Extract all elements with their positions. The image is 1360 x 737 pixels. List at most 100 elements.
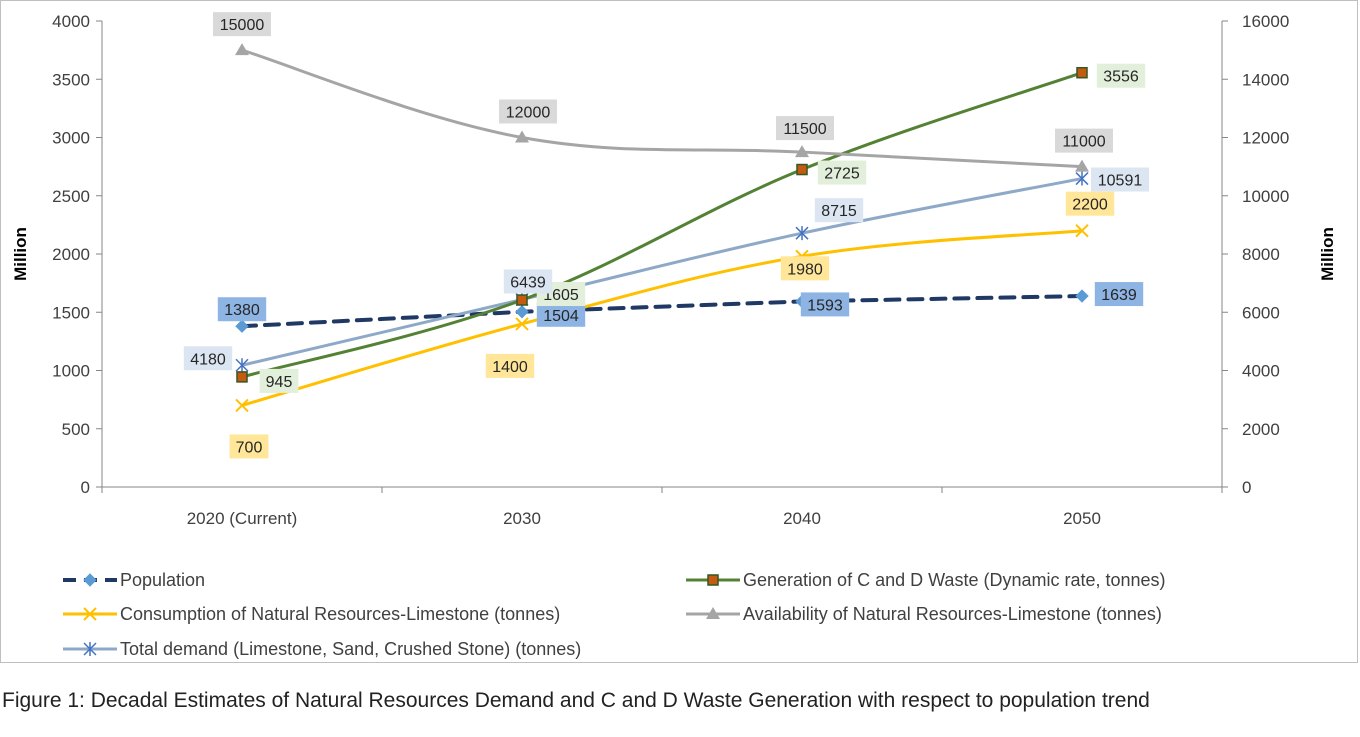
y-tick-label-right: 12000 xyxy=(1242,129,1289,148)
data-label-total-demand: 10591 xyxy=(1091,167,1149,192)
data-label-limestone-consumption: 1400 xyxy=(485,353,535,378)
svg-text:10591: 10591 xyxy=(1098,173,1143,190)
y-tick-label-left: 1500 xyxy=(52,303,90,322)
y-axis-title-left: Million xyxy=(11,227,30,281)
legend-item-cd-waste: Generation of C and D Waste (Dynamic rat… xyxy=(686,570,1166,590)
data-label-limestone-availability: 12000 xyxy=(499,99,557,124)
svg-text:12000: 12000 xyxy=(506,105,551,122)
y-tick-label-left: 4000 xyxy=(52,12,90,31)
y-tick-label-right: 16000 xyxy=(1242,12,1289,31)
svg-text:6439: 6439 xyxy=(510,274,546,291)
x-tick-label: 2040 xyxy=(783,509,821,528)
y-tick-label-right: 0 xyxy=(1242,478,1251,497)
svg-text:945: 945 xyxy=(266,374,293,391)
data-label-population: 1639 xyxy=(1094,282,1144,307)
svg-text:1504: 1504 xyxy=(543,308,579,325)
data-label-total-demand: 6439 xyxy=(503,269,553,294)
svg-text:2725: 2725 xyxy=(824,166,860,183)
y-tick-label-left: 1000 xyxy=(52,362,90,381)
svg-text:1980: 1980 xyxy=(787,261,823,278)
data-point-limestone-availability xyxy=(795,145,809,158)
data-point-total-demand xyxy=(795,226,809,241)
svg-text:Total demand (Limestone, Sand,: Total demand (Limestone, Sand, Crushed S… xyxy=(120,639,581,659)
y-tick-label-right: 8000 xyxy=(1242,245,1280,264)
series-line-limestone-availability xyxy=(241,48,1083,169)
chart-frame: 0 500 1000 1500 2000 2500 3000 3500 4000 0 2000 400… xyxy=(0,0,1358,663)
data-label-population: 1380 xyxy=(217,297,267,322)
y-tick-label-left: 2000 xyxy=(52,245,90,264)
y-tick-label-right: 2000 xyxy=(1242,420,1280,439)
legend-item-limestone-availability: Availability of Natural Resources-Limest… xyxy=(686,604,1162,624)
y-tick-label-right: 14000 xyxy=(1242,70,1289,89)
data-label-limestone-consumption: 700 xyxy=(229,434,269,459)
svg-text:3556: 3556 xyxy=(1103,69,1139,86)
svg-text:Availability of Natural Resour: Availability of Natural Resources-Limest… xyxy=(743,604,1162,624)
svg-text:4180: 4180 xyxy=(190,351,226,368)
data-point-limestone-consumption xyxy=(235,398,249,413)
data-label-limestone-consumption: 1980 xyxy=(780,256,830,281)
y-tick-label-right: 10000 xyxy=(1242,187,1289,206)
data-label-total-demand: 8715 xyxy=(814,198,864,223)
data-point-population xyxy=(515,305,529,319)
data-label-cd-waste: 945 xyxy=(259,368,299,393)
data-point-limestone-consumption xyxy=(1075,223,1089,238)
y-tick-label-left: 2500 xyxy=(52,187,90,206)
data-label-cd-waste: 2725 xyxy=(817,160,867,185)
figure-caption: Figure 1: Decadal Estimates of Natural R… xyxy=(2,689,1150,712)
svg-text:15000: 15000 xyxy=(220,17,265,34)
data-label-cd-waste: 1605 xyxy=(536,282,586,307)
series-line-cd-waste xyxy=(241,71,1083,379)
svg-text:1400: 1400 xyxy=(492,359,528,376)
series-line-limestone-consumption xyxy=(241,229,1083,407)
data-point-limestone-consumption xyxy=(515,317,529,331)
lines-layer xyxy=(235,43,1089,413)
legend-item-population: Population xyxy=(63,570,205,590)
legend: Population Generation of C and D Waste (D… xyxy=(63,570,1166,659)
data-point-cd-waste xyxy=(236,371,248,383)
data-label-population: 1593 xyxy=(800,292,850,317)
data-point-total-demand xyxy=(1075,171,1089,186)
svg-text:1593: 1593 xyxy=(807,297,843,314)
data-point-total-demand xyxy=(235,358,249,373)
y-tick-label-right: 6000 xyxy=(1242,303,1280,322)
svg-text:1380: 1380 xyxy=(224,302,260,319)
x-tick-label: 2030 xyxy=(503,509,541,528)
y-tick-label-left: 3000 xyxy=(52,129,90,148)
legend-item-limestone-consumption: Consumption of Natural Resources-Limesto… xyxy=(63,604,560,624)
y-tick-label-right: 4000 xyxy=(1242,362,1280,381)
svg-text:700: 700 xyxy=(236,439,263,456)
data-point-limestone-availability xyxy=(235,43,249,56)
svg-text:2200: 2200 xyxy=(1072,197,1108,214)
data-label-limestone-availability: 11500 xyxy=(776,116,834,141)
svg-text:Generation of C and D Waste (D: Generation of C and D Waste (Dynamic rat… xyxy=(743,570,1166,590)
data-label-population: 1504 xyxy=(536,302,586,327)
svg-text:1639: 1639 xyxy=(1101,287,1137,304)
chart-svg: 0 500 1000 1500 2000 2500 3000 3500 4000 0 2000 400… xyxy=(11,12,1337,659)
data-point-population xyxy=(235,319,249,333)
series-line-population xyxy=(240,294,1084,329)
y-tick-label-left: 3500 xyxy=(52,70,90,89)
legend-item-total-demand: Total demand (Limestone, Sand, Crushed S… xyxy=(63,639,581,659)
x-tick-label: 2020 (Current) xyxy=(187,509,298,528)
data-label-limestone-consumption: 2200 xyxy=(1065,191,1115,216)
data-label-limestone-availability: 11000 xyxy=(1055,128,1113,153)
data-point-cd-waste xyxy=(516,294,528,306)
svg-text:8715: 8715 xyxy=(821,203,857,220)
axes-layer: 0 500 1000 1500 2000 2500 3000 3500 4000 0 2000 400… xyxy=(11,12,1337,528)
data-point-cd-waste xyxy=(796,163,808,176)
x-tick-label: 2050 xyxy=(1063,509,1101,528)
data-point-limestone-availability xyxy=(1075,159,1089,172)
y-axis-title-right: Million xyxy=(1318,227,1337,281)
svg-text:Consumption of Natural Resourc: Consumption of Natural Resources-Limesto… xyxy=(120,604,560,624)
data-label-total-demand: 4180 xyxy=(183,346,233,371)
svg-text:11000: 11000 xyxy=(1062,134,1105,151)
svg-text:11500: 11500 xyxy=(783,121,826,138)
data-label-limestone-availability: 15000 xyxy=(213,12,271,37)
svg-text:Population: Population xyxy=(120,570,205,590)
data-point-limestone-availability xyxy=(515,130,529,143)
series-line-total-demand xyxy=(241,177,1083,367)
data-label-cd-waste: 3556 xyxy=(1096,63,1146,88)
data-point-cd-waste xyxy=(1076,66,1088,79)
data-point-population xyxy=(1075,289,1089,303)
labels-layer: 1380 1504 1593 1639 945 1605 2725 3556 700 1400 19… xyxy=(183,12,1149,459)
